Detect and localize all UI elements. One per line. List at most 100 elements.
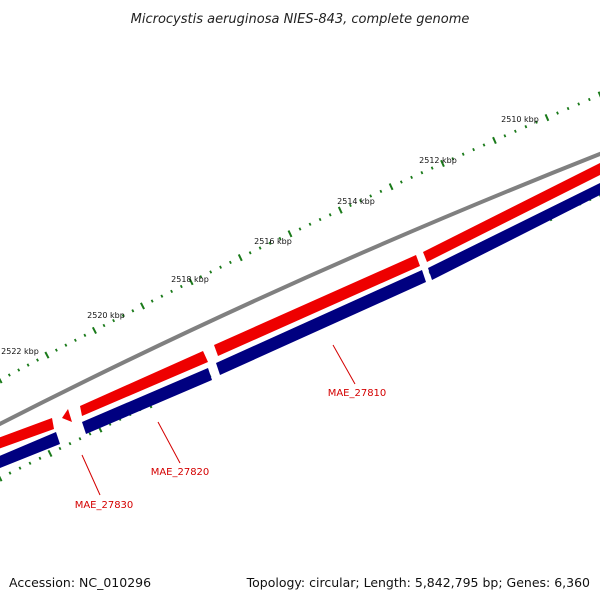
tick-mark	[44, 351, 50, 359]
tick-mark	[219, 265, 222, 269]
tick-mark	[566, 106, 570, 111]
tick-mark	[0, 475, 3, 482]
tick-mark	[337, 206, 343, 214]
tick-mark	[78, 437, 82, 441]
tick-mark	[328, 213, 332, 217]
tick-mark	[17, 368, 21, 372]
tick-mark	[298, 227, 302, 231]
map-title: Microcystis aeruginosa NIES-843, complet…	[131, 12, 470, 27]
tick-mark	[503, 134, 507, 138]
tick-mark	[268, 241, 272, 245]
tick-mark	[237, 254, 243, 262]
tick-mark	[524, 125, 528, 129]
tick-mark	[209, 270, 213, 274]
tick-label: 2512 kbp	[419, 156, 457, 165]
tick-mark	[248, 251, 252, 255]
tick-mark	[278, 236, 282, 241]
reverse-feature	[216, 270, 426, 375]
tick-mark	[199, 275, 203, 279]
tick-mark	[379, 189, 383, 193]
tick-label: 2516 kbp	[254, 237, 292, 246]
tick-mark	[68, 441, 72, 446]
tick-mark	[482, 143, 486, 147]
tick-mark	[160, 294, 164, 298]
tick-mark	[492, 136, 497, 145]
tick-mark	[18, 466, 22, 470]
tick-mark	[597, 91, 600, 98]
tick-mark	[8, 471, 12, 475]
tick-mark	[399, 180, 403, 184]
tick-mark	[420, 171, 424, 175]
forward-feature	[214, 255, 420, 356]
tick-mark	[318, 217, 322, 222]
tick-mark	[287, 230, 293, 238]
reverse-feature	[82, 368, 212, 434]
tick-mark	[410, 175, 413, 179]
tick-mark	[58, 446, 62, 451]
tick-mark	[258, 246, 262, 250]
tick-mark	[535, 120, 538, 124]
forward-feature	[80, 351, 208, 416]
tick-mark	[28, 461, 32, 465]
tick-label: 2522 kbp	[1, 347, 39, 356]
reverse-strand-features	[0, 182, 600, 468]
gene-labels: MAE_27810 MAE_27820 MAE_27830	[75, 388, 387, 511]
tick-mark	[544, 113, 550, 122]
gene-label: MAE_27830	[75, 500, 134, 511]
tick-mark	[26, 363, 30, 367]
tick-mark	[47, 449, 53, 458]
tick-mark	[131, 309, 135, 313]
gene-label-leaders	[81, 344, 356, 496]
forward-strand-features	[0, 163, 600, 449]
tick-mark	[170, 289, 174, 294]
tick-mark	[102, 323, 106, 328]
tick-mark	[359, 199, 362, 203]
reverse-feature	[0, 432, 60, 468]
tick-mark	[88, 432, 92, 436]
gene-label: MAE_27810	[328, 388, 387, 399]
tick-label: 2518 kbp	[171, 275, 209, 284]
tick-mark	[461, 152, 465, 156]
reverse-feature	[428, 182, 600, 280]
tick-mark	[0, 377, 3, 384]
tick-mark	[7, 373, 11, 377]
tick-label: 2520 kbp	[87, 311, 125, 320]
tick-mark	[348, 203, 352, 208]
topology-text: Topology: circular; Length: 5,842,795 bp…	[246, 575, 590, 590]
tick-mark	[430, 166, 434, 170]
forward-feature	[423, 163, 600, 262]
forward-feature	[0, 418, 54, 449]
tick-mark	[228, 260, 232, 265]
tick-label: 2510 kbp	[501, 115, 539, 124]
tick-mark	[36, 358, 39, 362]
gene-label: MAE_27820	[151, 467, 210, 478]
tick-mark	[451, 157, 455, 161]
tick-mark	[73, 338, 77, 342]
tick-mark	[64, 343, 68, 347]
accession-text: Accession: NC_010296	[9, 575, 152, 590]
tick-mark	[54, 348, 58, 352]
tick-mark	[150, 299, 154, 303]
forward-feature	[62, 409, 72, 422]
tick-mark	[83, 333, 87, 337]
tick-label: 2514 kbp	[337, 197, 375, 206]
tick-mark	[472, 147, 475, 152]
tick-mark	[91, 326, 97, 334]
tick-mark	[112, 318, 116, 323]
tick-mark	[369, 194, 373, 198]
genome-backbone	[0, 151, 600, 427]
tick-mark	[188, 278, 194, 286]
tick-mark	[179, 284, 183, 289]
tick-mark	[577, 102, 581, 106]
tick-mark	[308, 222, 312, 226]
tick-mark	[38, 456, 42, 460]
tick-mark	[513, 129, 517, 133]
tick-mark	[587, 97, 591, 102]
tick-mark	[440, 159, 445, 168]
tick-mark	[388, 183, 394, 191]
tick-mark	[556, 111, 559, 115]
tick-labels: 2510 kbp 2512 kbp 2514 kbp 2516 kbp 2518 kbp…	[1, 115, 539, 356]
tick-mark	[121, 314, 125, 318]
tick-mark	[140, 302, 145, 310]
